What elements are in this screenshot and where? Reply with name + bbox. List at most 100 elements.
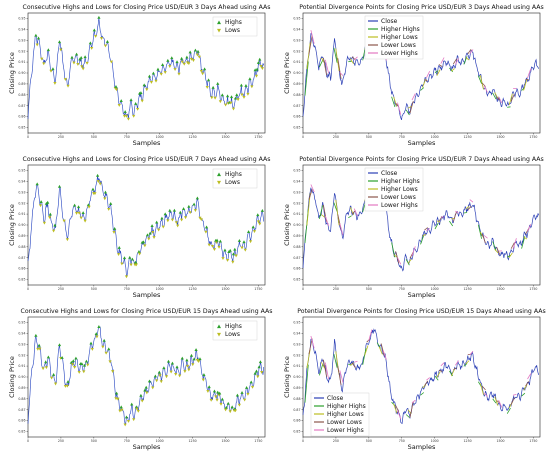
high-marker xyxy=(129,98,133,102)
high-marker xyxy=(134,405,138,409)
high-marker xyxy=(189,353,194,357)
high-marker xyxy=(253,68,257,72)
chart-title: Potential Divergence Points for Closing … xyxy=(297,308,545,315)
high-marker xyxy=(258,57,262,61)
low-marker xyxy=(99,37,104,41)
y-tick-label: 0.94 xyxy=(293,179,300,183)
lower-highs-line xyxy=(310,329,532,420)
y-tick-label: 0.86 xyxy=(18,267,25,271)
low-marker xyxy=(173,68,177,71)
high-marker xyxy=(34,333,38,337)
low-marker xyxy=(44,366,48,370)
low-marker xyxy=(217,245,221,249)
high-marker xyxy=(78,57,82,61)
low-marker xyxy=(231,260,235,264)
high-marker xyxy=(81,211,85,215)
legend-label: Lower Highs xyxy=(381,202,418,209)
low-marker xyxy=(136,409,140,413)
high-marker xyxy=(39,200,43,204)
y-axis-label: Closing Price xyxy=(283,52,291,94)
low-marker xyxy=(143,244,147,248)
high-marker xyxy=(137,249,141,253)
high-marker xyxy=(231,252,236,256)
low-marker xyxy=(123,423,127,427)
low-marker xyxy=(229,101,233,105)
high-marker xyxy=(139,91,143,95)
low-marker xyxy=(98,182,102,186)
high-marker xyxy=(204,225,209,229)
y-tick-label: 0.93 xyxy=(293,38,300,42)
high-marker xyxy=(240,390,244,394)
y-tick-label: 0.95 xyxy=(293,321,300,325)
high-marker xyxy=(216,390,220,394)
low-marker xyxy=(63,78,68,82)
x-tick-label: 1750 xyxy=(529,439,537,443)
y-tick-label: 0.86 xyxy=(18,419,25,423)
high-marker xyxy=(242,240,246,244)
y-tick-label: 0.92 xyxy=(293,49,300,53)
low-marker xyxy=(155,379,159,383)
low-marker xyxy=(49,69,53,73)
low-marker xyxy=(205,85,209,89)
high-marker xyxy=(155,220,159,224)
high-marker xyxy=(248,77,252,81)
high-marker xyxy=(160,63,165,67)
low-marker xyxy=(149,80,154,84)
low-marker xyxy=(197,55,201,59)
legend-label: Lower Lows xyxy=(381,194,416,201)
high-marker xyxy=(130,402,134,406)
y-tick-label: 0.90 xyxy=(18,223,25,227)
low-marker xyxy=(73,365,77,369)
chart-panel-1: Consecutive Highs and Lows for Closing P… xyxy=(0,0,275,151)
low-marker xyxy=(74,211,79,215)
low-marker xyxy=(90,46,94,50)
low-marker xyxy=(166,219,170,223)
chart-title: Potential Divergence Points for Closing … xyxy=(299,156,543,163)
low-marker xyxy=(174,373,178,376)
y-tick-label: 0.86 xyxy=(18,115,25,119)
legend-box xyxy=(212,320,258,341)
x-tick-label: 500 xyxy=(366,439,372,443)
high-marker xyxy=(162,366,166,370)
y-tick-label: 0.94 xyxy=(18,27,25,31)
low-marker xyxy=(79,216,83,220)
low-marker xyxy=(207,243,211,247)
high-marker xyxy=(198,357,202,361)
chart-panel-5: Consecutive Highs and Lows for Closing P… xyxy=(0,304,275,455)
high-marker xyxy=(166,58,170,62)
x-tick-label: 500 xyxy=(91,135,97,139)
y-tick-label: 0.89 xyxy=(293,386,300,390)
low-marker xyxy=(107,207,111,211)
low-marker xyxy=(206,389,210,393)
legend-label: Lows xyxy=(225,331,240,338)
chart-svg: Potential Divergence Points for Closing … xyxy=(283,156,544,299)
y-tick-label: 0.92 xyxy=(293,201,300,205)
high-marker xyxy=(170,361,175,365)
low-marker xyxy=(63,384,68,388)
chart-panel-3: Consecutive Highs and Lows for Closing P… xyxy=(0,152,275,303)
high-marker xyxy=(207,385,211,389)
low-marker xyxy=(236,98,240,102)
y-tick-label: 0.88 xyxy=(18,93,25,97)
low-marker xyxy=(101,345,105,349)
low-marker xyxy=(178,374,182,378)
low-marker xyxy=(204,230,208,234)
legend-label: Higher Lows xyxy=(381,186,418,193)
chart-title: Potential Divergence Points for Closing … xyxy=(299,4,543,11)
low-marker xyxy=(82,370,86,374)
low-marker xyxy=(93,192,97,196)
y-tick-label: 0.94 xyxy=(293,27,300,31)
low-marker xyxy=(233,409,238,413)
high-marker xyxy=(181,207,186,210)
low-marker xyxy=(108,360,112,364)
high-marker xyxy=(233,247,237,251)
low-marker xyxy=(85,61,89,65)
low-marker xyxy=(62,219,66,223)
x-tick-label: 0 xyxy=(27,287,29,291)
high-marker xyxy=(107,347,111,351)
y-tick-label: 0.95 xyxy=(293,169,300,173)
x-tick-label: 500 xyxy=(366,287,372,291)
high-marker xyxy=(66,380,70,383)
high-marker xyxy=(88,41,92,45)
low-marker xyxy=(254,74,259,78)
